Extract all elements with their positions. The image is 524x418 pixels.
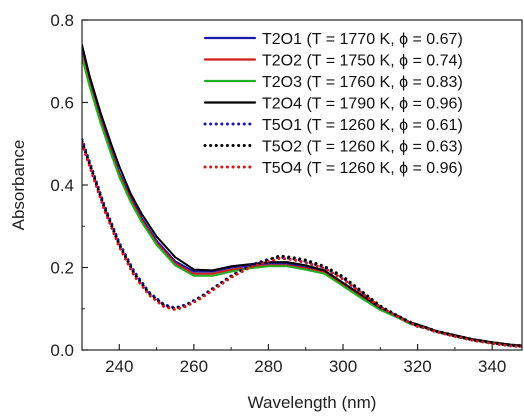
legend-label-2: T2O3 (T = 1760 K, ϕ = 0.83): [262, 74, 463, 91]
y-tick-label: 0.4: [50, 176, 74, 195]
plot-frame: [81, 19, 523, 351]
legend-label-3: T2O4 (T = 1790 K, ϕ = 0.96): [262, 96, 463, 113]
y-tick-label: 0.0: [50, 341, 74, 360]
legend-label-6: T5O4 (T = 1260 K, ϕ = 0.96): [262, 160, 463, 177]
x-tick-label: 340: [478, 357, 506, 376]
x-tick-label: 240: [105, 357, 133, 376]
y-tick-label: 0.2: [50, 259, 74, 278]
y-axis-title: Absorbance: [9, 140, 28, 231]
legend-label-5: T5O2 (T = 1260 K, ϕ = 0.63): [262, 139, 463, 156]
legend: T2O1 (T = 1770 K, ϕ = 0.67) T2O2 (T = 175…: [203, 31, 463, 177]
series-line-6: [82, 142, 522, 349]
x-axis-title: Wavelength (nm): [248, 393, 377, 412]
y-tick-label: 0.8: [50, 11, 74, 30]
legend-label-4: T5O1 (T = 1260 K, ϕ = 0.61): [262, 117, 463, 134]
x-tick-label: 280: [254, 357, 282, 376]
x-tick-label: 260: [180, 357, 208, 376]
x-axis-ticks: 240 260 280 300 320 340: [81, 344, 506, 376]
legend-label-1: T2O2 (T = 1750 K, ϕ = 0.74): [262, 53, 463, 70]
legend-label-0: T2O1 (T = 1770 K, ϕ = 0.67): [262, 31, 463, 48]
series-line-5: [82, 140, 522, 348]
y-tick-label: 0.6: [50, 94, 74, 113]
x-tick-label: 300: [329, 357, 357, 376]
series-layer: [82, 43, 522, 349]
x-tick-label: 320: [403, 357, 431, 376]
